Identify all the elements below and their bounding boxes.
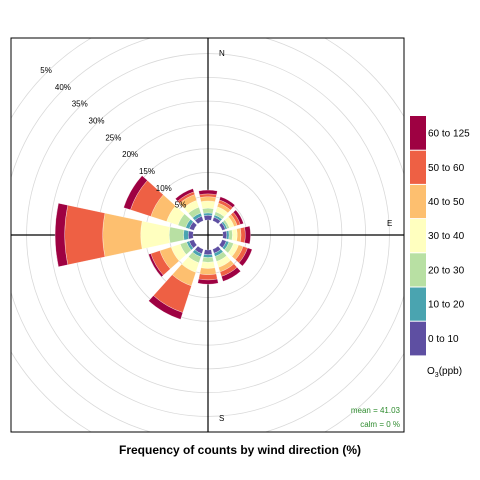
petal-270deg-bin-6: [64, 205, 106, 265]
legend-label-2: 10 to 20: [428, 300, 465, 311]
legend-swatch-4: [410, 218, 426, 253]
legend-swatch-2: [410, 287, 426, 322]
petal-300deg-bin-7: [123, 175, 148, 210]
radial-tick-label-6: 30%: [89, 117, 105, 126]
petal-0deg-bin-7: [198, 189, 218, 195]
petal-90deg-bin-2: [226, 230, 230, 240]
radial-tick-label-8: 40%: [55, 83, 71, 92]
petal-180deg-bin-7: [197, 278, 219, 285]
petal-120deg-bin-7: [238, 247, 253, 267]
petal-0deg-bin-2: [203, 212, 213, 216]
petal-180deg-bin-2: [203, 254, 213, 258]
legend-label-3: 20 to 30: [428, 265, 465, 276]
radial-tick-labels: 5%10%15%20%25%30%35%40%5%: [40, 66, 186, 209]
legend-swatch-3: [410, 252, 426, 287]
petal-270deg-bin-7: [55, 203, 68, 267]
radial-tick-label-1: 5%: [175, 201, 187, 210]
mean-stat-label: mean = 41.03: [351, 406, 401, 415]
petal-240deg-bin-7: [148, 253, 164, 278]
calm-stat-label: calm = 0 %: [360, 420, 400, 429]
legend-swatch-6: [410, 150, 426, 185]
petal-0deg-bin-1: [203, 215, 213, 221]
radial-tick-label-2: 10%: [156, 184, 172, 193]
petal-0deg-bin-4: [200, 200, 216, 209]
compass-east-label: E: [387, 219, 392, 228]
petal-90deg-bin-5: [236, 227, 242, 243]
compass-south-label: S: [219, 414, 224, 423]
radial-tick-label-7: 35%: [72, 100, 88, 109]
petal-90deg-bin-1: [222, 230, 227, 240]
petal-270deg-bin-2: [183, 229, 189, 241]
petal-210deg-bin-7: [148, 295, 183, 320]
petal-270deg-bin-4: [140, 220, 171, 250]
legend-swatch-7: [410, 116, 426, 151]
petal-90deg-bin-7: [244, 225, 251, 245]
legend-label-6: 50 to 60: [428, 163, 465, 174]
legend: 60 to 125 50 to 60 40 to 50 30 to 40 20 to 3…: [410, 116, 470, 356]
compass-north-label: N: [219, 49, 225, 58]
plot-border: [10, 37, 405, 433]
petal-90deg-bin-3: [228, 229, 233, 241]
petal-0deg-bin-5: [199, 196, 217, 202]
radial-tick-label-4: 20%: [122, 150, 138, 159]
legend-swatch-1: [410, 321, 426, 356]
petal-30deg-bin-7: [219, 196, 236, 208]
legend-label-5: 40 to 50: [428, 197, 465, 208]
x-axis-title: Frequency of counts by wind direction (%…: [119, 443, 361, 457]
radial-tick-label-9: 5%: [40, 66, 52, 75]
petal-60deg-bin-7: [233, 209, 244, 225]
petal-270deg-bin-1: [188, 230, 194, 240]
petal-180deg-bin-1: [203, 249, 213, 255]
radial-tick-label-5: 25%: [105, 133, 121, 142]
legend-swatch-5: [410, 184, 426, 219]
petal-180deg-bin-5: [199, 267, 217, 275]
petal-330deg-bin-7: [175, 188, 195, 202]
legend-label-7: 60 to 125: [428, 129, 470, 140]
petal-270deg-bin-5: [102, 212, 143, 258]
petal-90deg-bin-4: [231, 228, 238, 242]
petal-270deg-bin-3: [169, 226, 185, 244]
legend-label-1: 0 to 10: [428, 334, 459, 345]
petal-0deg-bin-3: [202, 207, 214, 214]
petal-90deg-bin-6: [240, 227, 246, 243]
wind-petals: [55, 175, 253, 320]
legend-title: O3(ppb): [427, 366, 462, 379]
petal-180deg-bin-4: [200, 261, 216, 269]
legend-label-4: 30 to 40: [428, 231, 465, 242]
petal-150deg-bin-7: [221, 267, 241, 282]
petal-180deg-bin-3: [202, 256, 214, 263]
petal-180deg-bin-6: [198, 273, 218, 281]
radial-tick-label-3: 15%: [139, 167, 155, 176]
plot-area: 5%10%15%20%25%30%35%40%5% N E S mean = 4…: [11, 38, 404, 432]
